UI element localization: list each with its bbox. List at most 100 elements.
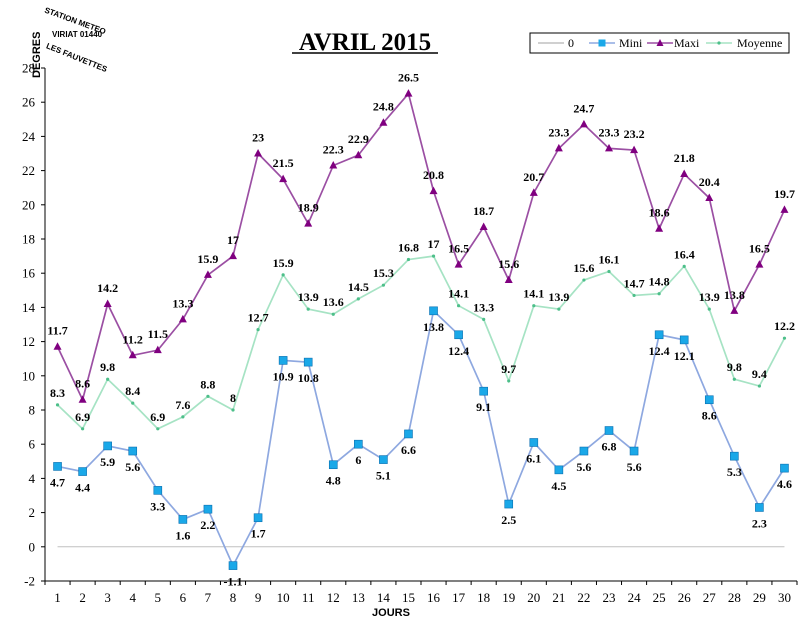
moyenne-data-label: 14.1 <box>448 287 469 301</box>
mini-point <box>454 330 463 340</box>
mini-point <box>228 561 238 570</box>
mini-point <box>654 330 664 340</box>
mini-data-label: 4.7 <box>50 475 65 489</box>
y-axis-label: DEGRES <box>31 32 43 78</box>
maxi-point <box>304 219 313 227</box>
mini-point <box>629 446 639 456</box>
legend-marker-moyenne <box>717 41 721 45</box>
moyenne-data-label: 14.1 <box>523 287 544 301</box>
x-tick-label: 11 <box>302 590 315 605</box>
mini-data-label: 12.4 <box>448 344 469 358</box>
x-tick-label: 3 <box>104 590 111 605</box>
maxi-point <box>579 119 588 128</box>
maxi-data-label: 22.3 <box>323 142 344 156</box>
mini-data-label: 4.6 <box>777 477 792 491</box>
mini-data-label: 2.5 <box>501 513 516 527</box>
x-tick-label: 23 <box>603 590 616 605</box>
moyenne-point <box>231 408 235 412</box>
moyenne-point <box>131 401 135 405</box>
maxi-series-line <box>56 91 786 403</box>
maxi-point <box>605 143 613 152</box>
maxi-data-label: 26.5 <box>398 71 419 85</box>
x-tick-label: 17 <box>452 590 466 605</box>
mini-data-label: 2.3 <box>752 516 767 530</box>
y-tick-label: 18 <box>22 232 35 247</box>
x-tick-label: 27 <box>703 590 717 605</box>
legend-marker-mini <box>598 39 606 47</box>
x-tick-label: 21 <box>552 590 565 605</box>
data-labels: 11.7 8.6 14.2 11.2 11.5 13.3 15.9 17 23 21.5 18.9 2… <box>47 71 795 589</box>
x-tick-label: 24 <box>628 590 642 605</box>
legend-label-mini: Mini <box>619 36 643 50</box>
maxi-data-label: 22.9 <box>348 132 369 146</box>
moyenne-point <box>55 403 60 407</box>
mini-point <box>479 386 488 396</box>
moyenne-data-label: 16.8 <box>398 241 419 255</box>
y-tick-label: 6 <box>29 437 36 452</box>
legend: 0 Mini Maxi Moyenne <box>529 32 790 54</box>
maxi-point <box>379 118 388 126</box>
moyenne-point <box>206 394 210 398</box>
x-tick-label: 16 <box>427 590 441 605</box>
maxi-data-label: 8.6 <box>75 377 90 391</box>
moyenne-data-label: 12.2 <box>774 319 795 333</box>
mini-point <box>404 429 413 439</box>
maxi-point <box>254 149 263 157</box>
mini-point <box>354 439 363 449</box>
mini-point <box>730 451 739 461</box>
legend-label-maxi: Maxi <box>674 36 700 50</box>
mini-data-label: 6.1 <box>526 451 541 465</box>
x-tick-label: 13 <box>352 590 365 605</box>
x-tick-label: 18 <box>477 590 490 605</box>
mini-data-label: 9.1 <box>476 400 491 414</box>
legend-items: 0 Mini Maxi Moyenne <box>538 36 782 50</box>
mini-data-label: 4.8 <box>326 474 341 488</box>
maxi-data-label: 18.6 <box>649 206 670 220</box>
maxi-point <box>655 224 664 232</box>
moyenne-data-label: 9.7 <box>501 362 516 376</box>
moyenne-data-label: 6.9 <box>75 410 90 424</box>
moyenne-data-label: 13.9 <box>699 290 720 304</box>
maxi-data-label: 15.9 <box>197 252 218 266</box>
mini-point <box>178 515 188 524</box>
x-tick-label: 19 <box>502 590 515 605</box>
moyenne-point <box>507 379 511 383</box>
x-tick-label: 7 <box>205 590 212 605</box>
mini-data-label: 12.1 <box>674 349 695 363</box>
x-tick-label: 12 <box>327 590 340 605</box>
x-tick-label: 26 <box>678 590 692 605</box>
maxi-point <box>279 174 288 183</box>
maxi-point <box>354 150 363 159</box>
moyenne-data-label: 15.3 <box>373 266 394 280</box>
x-tick-label: 22 <box>577 590 590 605</box>
moyenne-point <box>331 312 335 316</box>
x-tick-label: 5 <box>155 590 162 605</box>
mini-data-label: 5.9 <box>100 455 115 469</box>
maxi-point <box>554 143 563 152</box>
moyenne-data-label: 17 <box>428 237 440 251</box>
maxi-point <box>329 160 338 169</box>
y-tick-label: 0 <box>29 539 36 554</box>
mini-data-label: 3.3 <box>150 499 165 513</box>
mini-data-label: 10.8 <box>298 371 319 385</box>
y-tick-label: 16 <box>22 266 36 281</box>
y-tick-label: 10 <box>22 368 35 383</box>
mini-point <box>103 441 112 451</box>
moyenne-point <box>607 269 611 274</box>
moyenne-data-label: 9.8 <box>100 360 115 374</box>
moyenne-data-label: 14.8 <box>649 275 670 289</box>
mini-point <box>203 504 213 514</box>
x-tick-label: 29 <box>753 590 766 605</box>
maxi-point <box>730 306 739 314</box>
maxi-point <box>429 186 438 195</box>
moyenne-data-label: 15.6 <box>573 261 594 275</box>
mini-data-label: 8.6 <box>702 409 717 423</box>
maxi-data-label: 21.8 <box>674 151 695 165</box>
mini-point <box>755 503 764 512</box>
maxi-point <box>529 188 538 196</box>
mini-data-label: 5.6 <box>627 460 642 474</box>
moyenne-data-label: 9.8 <box>727 360 742 374</box>
maxi-point <box>630 145 639 154</box>
maxi-data-label: 20.7 <box>523 170 544 184</box>
